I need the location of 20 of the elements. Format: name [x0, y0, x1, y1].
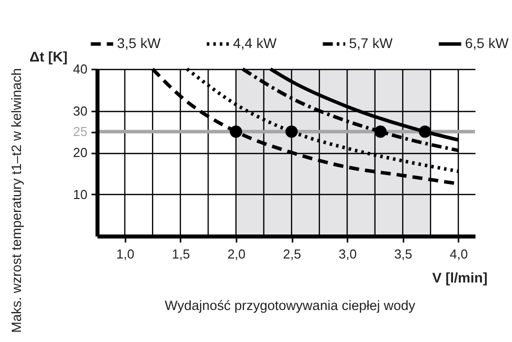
x-tick-label: 2,5 [283, 246, 302, 262]
y-tick-label: 20 [73, 145, 88, 160]
text: Wydajność przygotowywania ciepłej wody [164, 298, 416, 313]
y-tick-label: 40 [73, 62, 88, 76]
y-tick-label: 30 [73, 103, 88, 118]
y-tick-label: 25 [73, 124, 88, 140]
y-axis-title: Δt [K] [30, 48, 68, 64]
legend-label: 4,4 kW [233, 35, 278, 51]
legend-label: 5,7 kW [349, 35, 394, 51]
x-tick-label: 2,0 [227, 246, 246, 262]
x-tick-label: 3,0 [338, 246, 357, 262]
legend-label: 6,5 kW [465, 35, 510, 51]
x-axis-title: V [l/min] [432, 270, 488, 286]
x-tick-label: 1,5 [172, 246, 190, 262]
x-tick-label: 1,0 [116, 246, 134, 262]
legend-label: 3,5 kW [117, 35, 162, 51]
text: Maks. wzrost temperatury t1–t2 w kelwinach [9, 68, 24, 333]
x-tick-label: 3,5 [394, 246, 412, 262]
x-tick-label: 4,0 [450, 246, 468, 262]
y-tick-label: 10 [73, 186, 88, 202]
